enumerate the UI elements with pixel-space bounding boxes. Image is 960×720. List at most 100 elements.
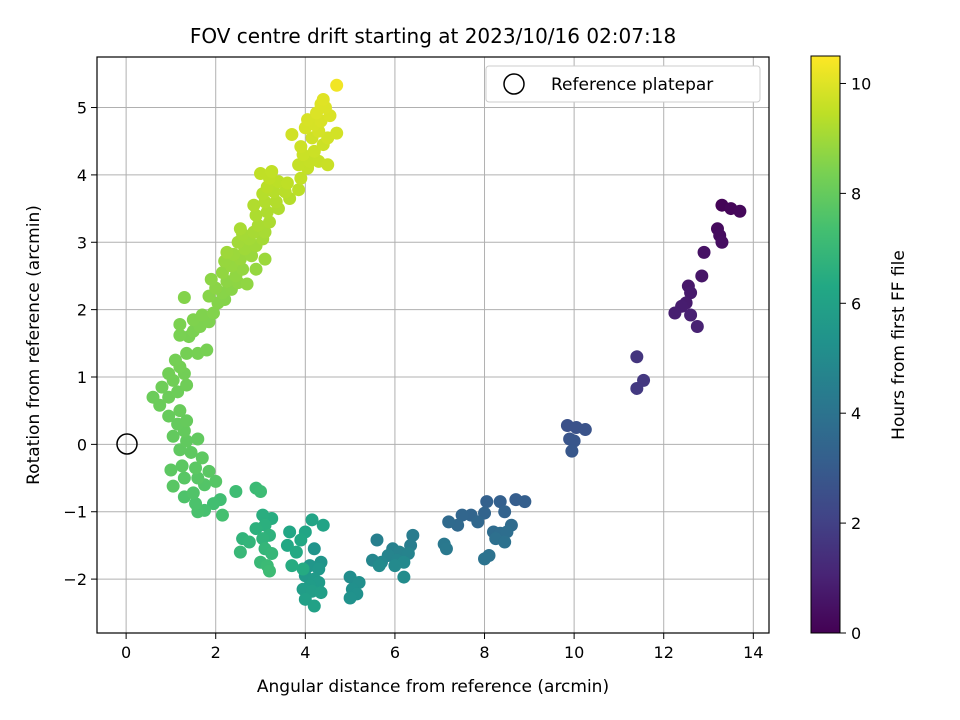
x-tick-label: 14	[743, 643, 763, 662]
data-point	[195, 308, 209, 322]
colorbar-tick-label: 6	[851, 294, 861, 313]
y-tick-label: 5	[77, 99, 87, 118]
data-point	[269, 195, 283, 209]
y-tick-label: 0	[77, 435, 87, 454]
data-point	[294, 140, 308, 154]
data-point	[314, 586, 328, 600]
x-tick-label: 10	[564, 643, 584, 662]
legend: Reference platepar	[485, 65, 761, 103]
data-point	[177, 471, 191, 485]
data-point	[215, 266, 229, 280]
data-point	[184, 445, 198, 459]
data-point	[280, 176, 294, 190]
data-point	[397, 570, 411, 584]
data-point	[258, 252, 272, 266]
data-point	[173, 404, 187, 418]
data-point	[206, 306, 220, 320]
data-point	[173, 328, 187, 342]
data-point	[294, 533, 308, 547]
data-point	[189, 497, 203, 511]
data-point	[498, 535, 512, 549]
data-point	[372, 559, 386, 573]
data-point	[478, 552, 492, 566]
data-point	[498, 505, 512, 519]
data-point	[166, 479, 180, 493]
data-point	[180, 434, 194, 448]
data-point	[254, 167, 268, 181]
data-point	[175, 459, 189, 473]
colorbar-tick-label: 8	[851, 184, 861, 203]
colorbar-tick-label: 2	[851, 514, 861, 533]
data-point	[312, 562, 326, 576]
reference-platepar-marker	[116, 433, 138, 455]
data-point	[202, 464, 216, 478]
data-point	[697, 245, 711, 259]
legend-box	[485, 65, 761, 103]
data-point	[242, 535, 256, 549]
data-point	[180, 378, 194, 392]
data-point	[283, 525, 297, 539]
data-point	[240, 277, 254, 291]
data-point	[204, 272, 218, 286]
data-point	[455, 508, 469, 522]
data-point	[177, 291, 191, 305]
colorbar-tick-label: 4	[851, 404, 861, 423]
data-point	[518, 495, 532, 509]
data-point	[186, 486, 200, 500]
colorbar-gradient	[810, 55, 841, 634]
data-point	[307, 542, 321, 556]
data-point	[307, 144, 321, 158]
data-point	[668, 306, 682, 320]
colorbar-tick-label: 10	[851, 74, 871, 93]
x-tick-label: 4	[300, 643, 310, 662]
data-point	[301, 113, 315, 127]
data-point	[191, 432, 205, 446]
data-point	[343, 591, 357, 605]
data-point	[567, 434, 581, 448]
data-points	[146, 78, 747, 613]
data-point	[247, 198, 261, 212]
data-point	[307, 599, 321, 613]
data-point	[254, 485, 268, 499]
data-point	[370, 533, 384, 547]
data-point	[162, 367, 176, 381]
data-point	[236, 262, 250, 276]
data-point	[471, 515, 485, 529]
data-point	[565, 444, 579, 458]
data-point	[630, 381, 644, 395]
data-point	[162, 409, 176, 423]
y-tick-label: −2	[63, 570, 87, 589]
data-point	[260, 205, 274, 219]
y-axis-label: Rotation from reference (arcmin)	[24, 205, 44, 485]
data-point	[256, 532, 270, 546]
data-point	[578, 423, 592, 437]
x-tick-label: 12	[654, 643, 674, 662]
chart-title: FOV centre drift starting at 2023/10/16 …	[190, 24, 676, 48]
data-point	[262, 564, 276, 578]
data-point	[256, 508, 270, 522]
y-tick-label: 3	[77, 233, 87, 252]
data-point	[442, 515, 456, 529]
data-point	[280, 538, 294, 552]
data-point	[316, 92, 330, 106]
data-point	[180, 346, 194, 360]
data-point	[233, 545, 247, 559]
data-point	[330, 78, 344, 92]
data-point	[229, 485, 243, 499]
data-point	[321, 158, 335, 172]
data-point	[173, 443, 187, 457]
data-point	[305, 513, 319, 527]
data-point	[316, 518, 330, 532]
data-point	[251, 218, 265, 232]
colorbar-label: Hours from first FF file	[889, 250, 909, 440]
data-point	[215, 508, 229, 522]
data-point	[200, 343, 214, 357]
data-point	[265, 547, 279, 561]
data-point	[171, 385, 185, 399]
x-axis-ticks: 0 2 4 6 8 10 12 14	[121, 633, 763, 662]
x-tick-label: 2	[211, 643, 221, 662]
data-point	[292, 183, 306, 197]
data-point	[189, 461, 203, 475]
data-point	[330, 126, 344, 140]
data-point	[690, 319, 704, 333]
